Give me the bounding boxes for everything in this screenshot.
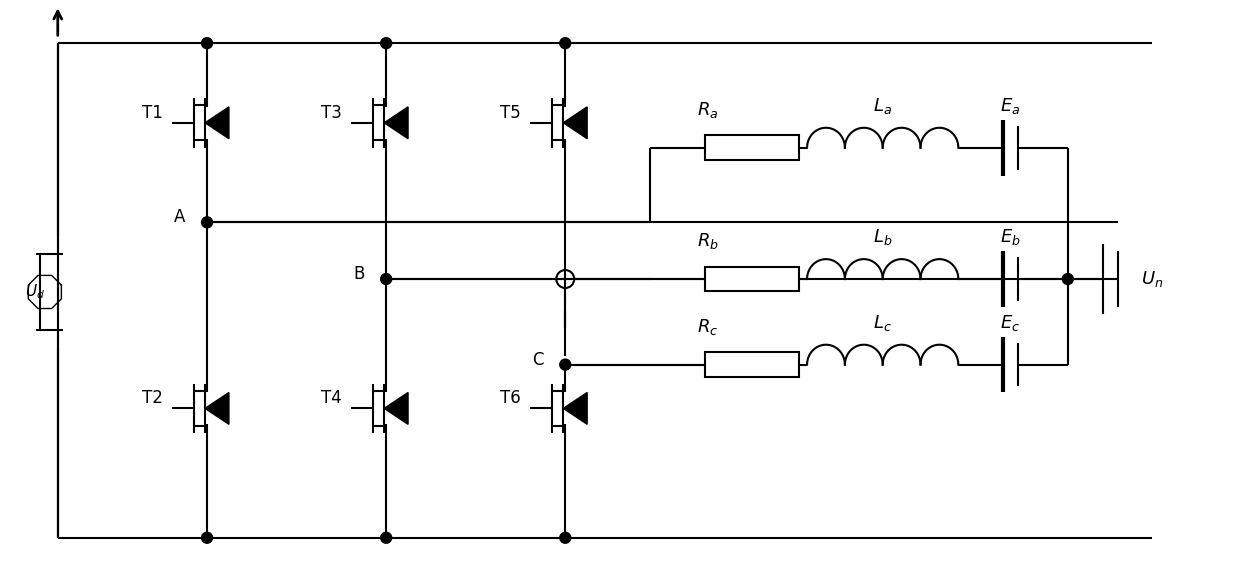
Text: $E_b$: $E_b$: [999, 227, 1021, 247]
Text: T2: T2: [141, 390, 162, 408]
Circle shape: [202, 217, 212, 228]
Polygon shape: [205, 107, 229, 139]
Circle shape: [559, 38, 570, 49]
Text: $L_c$: $L_c$: [873, 313, 892, 333]
Bar: [704, 266, 799, 291]
Text: $L_a$: $L_a$: [873, 96, 892, 116]
Polygon shape: [384, 392, 408, 424]
Circle shape: [202, 532, 212, 543]
Circle shape: [559, 532, 570, 543]
Text: $U_d$: $U_d$: [25, 282, 45, 301]
Text: B: B: [353, 265, 365, 283]
Polygon shape: [563, 392, 588, 424]
Circle shape: [381, 273, 392, 285]
Text: $R_c$: $R_c$: [697, 317, 718, 337]
Text: T4: T4: [321, 390, 342, 408]
Bar: [704, 352, 799, 377]
Polygon shape: [563, 107, 588, 139]
Circle shape: [559, 359, 570, 370]
Polygon shape: [205, 392, 229, 424]
Text: A: A: [174, 208, 185, 226]
Bar: [704, 136, 799, 160]
Circle shape: [1063, 273, 1074, 285]
Text: $R_b$: $R_b$: [697, 231, 718, 251]
Text: $U_n$: $U_n$: [1141, 269, 1163, 289]
Text: $R_a$: $R_a$: [697, 100, 718, 120]
Text: C: C: [532, 350, 543, 369]
Circle shape: [381, 38, 392, 49]
Circle shape: [381, 532, 392, 543]
Text: T5: T5: [500, 104, 521, 122]
Polygon shape: [384, 107, 408, 139]
Text: $E_c$: $E_c$: [999, 313, 1021, 333]
Circle shape: [202, 38, 212, 49]
Text: $L_b$: $L_b$: [873, 227, 893, 247]
Text: T3: T3: [321, 104, 342, 122]
Text: T6: T6: [500, 390, 521, 408]
Text: T1: T1: [141, 104, 162, 122]
Text: $E_a$: $E_a$: [999, 96, 1021, 116]
